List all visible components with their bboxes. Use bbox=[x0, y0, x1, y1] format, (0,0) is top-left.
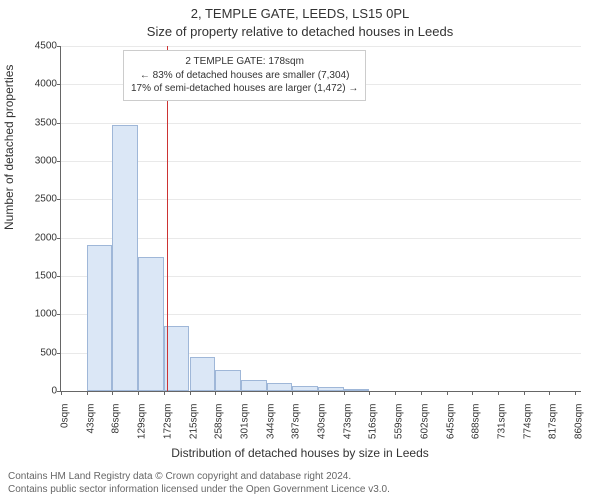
x-tick-mark bbox=[318, 391, 319, 395]
y-tick-mark bbox=[57, 123, 61, 124]
x-tick-mark bbox=[472, 391, 473, 395]
y-tick-mark bbox=[57, 161, 61, 162]
grid-line bbox=[61, 161, 581, 162]
x-tick-mark bbox=[112, 391, 113, 395]
grid-line bbox=[61, 238, 581, 239]
histogram-bar bbox=[87, 245, 113, 391]
y-tick-mark bbox=[57, 46, 61, 47]
y-tick-label: 4000 bbox=[17, 79, 57, 90]
x-tick-mark bbox=[344, 391, 345, 395]
chart-title-sub: Size of property relative to detached ho… bbox=[0, 24, 600, 39]
footer-attribution: Contains HM Land Registry data © Crown c… bbox=[8, 470, 390, 496]
histogram-bar bbox=[138, 257, 164, 391]
histogram-bar bbox=[215, 370, 241, 391]
y-tick-label: 4500 bbox=[17, 41, 57, 52]
x-tick-mark bbox=[138, 391, 139, 395]
legend-box: 2 TEMPLE GATE: 178sqm ← 83% of detached … bbox=[123, 50, 366, 101]
histogram-bar bbox=[112, 125, 138, 391]
y-tick-mark bbox=[57, 353, 61, 354]
x-tick-mark bbox=[87, 391, 88, 395]
grid-line bbox=[61, 123, 581, 124]
y-tick-label: 500 bbox=[17, 347, 57, 358]
x-tick-mark bbox=[549, 391, 550, 395]
y-axis-label: Number of detached properties bbox=[2, 65, 16, 230]
x-tick-mark bbox=[447, 391, 448, 395]
histogram-bar bbox=[344, 389, 370, 391]
x-tick-mark bbox=[164, 391, 165, 395]
y-tick-label: 1500 bbox=[17, 271, 57, 282]
legend-line-3: 17% of semi-detached houses are larger (… bbox=[131, 82, 358, 96]
y-tick-mark bbox=[57, 84, 61, 85]
x-tick-mark bbox=[524, 391, 525, 395]
x-tick-mark bbox=[498, 391, 499, 395]
x-tick-mark bbox=[575, 391, 576, 395]
y-tick-mark bbox=[57, 238, 61, 239]
x-tick-mark bbox=[61, 391, 62, 395]
legend-line-1: 2 TEMPLE GATE: 178sqm bbox=[131, 55, 358, 69]
y-tick-label: 0 bbox=[17, 386, 57, 397]
histogram-bar bbox=[190, 357, 216, 392]
y-tick-mark bbox=[57, 314, 61, 315]
x-tick-mark bbox=[395, 391, 396, 395]
chart-page: 2, TEMPLE GATE, LEEDS, LS15 0PL Size of … bbox=[0, 0, 600, 500]
histogram-bar bbox=[318, 387, 344, 391]
y-tick-label: 3500 bbox=[17, 117, 57, 128]
y-tick-label: 2000 bbox=[17, 232, 57, 243]
chart-title-main: 2, TEMPLE GATE, LEEDS, LS15 0PL bbox=[0, 6, 600, 21]
footer-line-2: Contains public sector information licen… bbox=[8, 483, 390, 496]
legend-line-2: ← 83% of detached houses are smaller (7,… bbox=[131, 69, 358, 83]
histogram-bar bbox=[267, 383, 293, 391]
y-tick-label: 2500 bbox=[17, 194, 57, 205]
x-tick-mark bbox=[421, 391, 422, 395]
y-tick-label: 3000 bbox=[17, 156, 57, 167]
y-tick-mark bbox=[57, 276, 61, 277]
x-tick-mark bbox=[292, 391, 293, 395]
x-tick-mark bbox=[190, 391, 191, 395]
x-tick-mark bbox=[241, 391, 242, 395]
y-tick-mark bbox=[57, 199, 61, 200]
histogram-bar bbox=[241, 380, 267, 392]
grid-line bbox=[61, 199, 581, 200]
y-tick-label: 1000 bbox=[17, 309, 57, 320]
x-tick-mark bbox=[267, 391, 268, 395]
x-tick-mark bbox=[369, 391, 370, 395]
grid-line bbox=[61, 46, 581, 47]
x-tick-mark bbox=[215, 391, 216, 395]
footer-line-1: Contains HM Land Registry data © Crown c… bbox=[8, 470, 390, 483]
histogram-bar bbox=[292, 386, 318, 391]
plot-area: 0500100015002000250030003500400045000sqm… bbox=[60, 46, 581, 392]
x-axis-label: Distribution of detached houses by size … bbox=[0, 446, 600, 460]
